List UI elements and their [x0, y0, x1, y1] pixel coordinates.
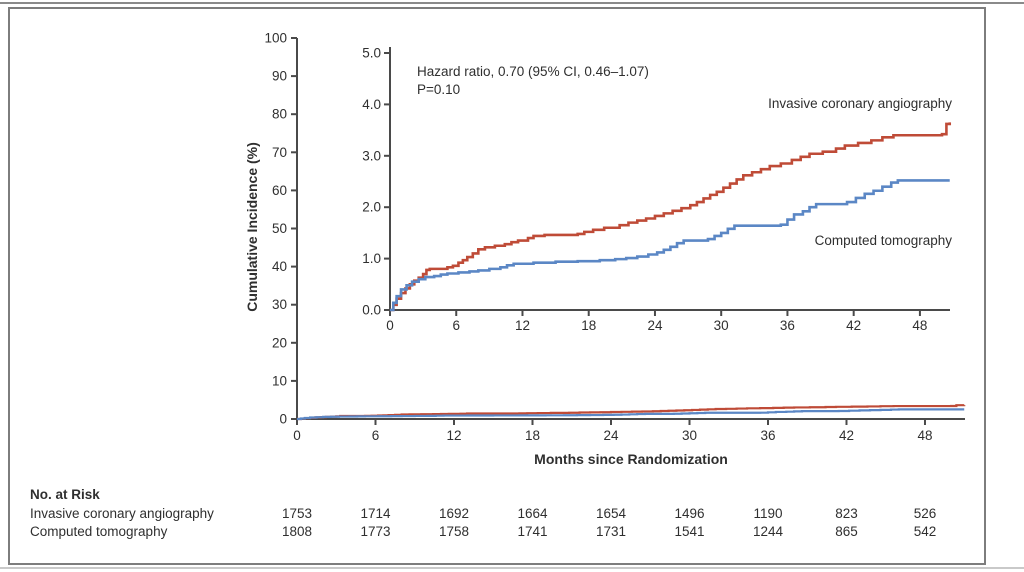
inset-x-tick-label: 24 [647, 318, 663, 333]
inset-x-tick-label: 42 [846, 318, 861, 333]
inset-y-tick-label: 4.0 [362, 97, 381, 112]
main-y-tick-label: 20 [272, 335, 287, 350]
x-axis-title: Months since Randomization [534, 451, 728, 467]
main-x-tick-label: 0 [293, 428, 301, 443]
main-x-tick-label: 6 [372, 428, 380, 443]
risk-value: 1692 [438, 506, 469, 521]
inset-x-tick-label: 0 [386, 318, 394, 333]
inset-y-tick-label: 0.0 [362, 303, 381, 318]
main-x-tick-label: 36 [760, 428, 775, 443]
inset-x-tick-label: 30 [714, 318, 729, 333]
main-y-tick-label: 10 [272, 373, 287, 388]
inset-y-tick-label: 2.0 [362, 200, 381, 215]
risk-value: 1714 [360, 506, 391, 521]
main-y-tick-label: 30 [272, 297, 287, 312]
main-x-tick-label: 18 [525, 428, 540, 443]
main-y-tick-label: 0 [279, 412, 287, 427]
risk-value: 1496 [674, 506, 705, 521]
risk-value: 1541 [674, 524, 705, 539]
label-computed-tomography: Computed tomography [814, 233, 952, 248]
main-y-tick-label: 60 [272, 183, 287, 198]
risk-value: 1773 [360, 524, 391, 539]
risk-value: 823 [835, 506, 858, 521]
inset-y-tick-label: 3.0 [362, 148, 381, 163]
inset-y-tick-label: 5.0 [362, 46, 381, 61]
inset-curve-computed-tomography [390, 179, 950, 312]
inset-x-tick-label: 18 [581, 318, 596, 333]
main-y-tick-label: 80 [272, 107, 287, 122]
inset-x-tick-label: 12 [515, 318, 530, 333]
main-y-tick-label: 90 [272, 69, 287, 84]
risk-row-label-ct: Computed tomography [30, 524, 168, 539]
bottom-divider [0, 567, 1024, 569]
inset-x-tick-label: 6 [452, 318, 460, 333]
main-x-tick-label: 12 [446, 428, 461, 443]
main-x-tick-label: 42 [839, 428, 854, 443]
risk-value: 1731 [595, 524, 626, 539]
top-divider [0, 2, 1024, 4]
main-curve-computed-tomography [297, 408, 965, 421]
main-y-tick-label: 40 [272, 259, 287, 274]
risk-value: 1654 [595, 506, 626, 521]
figure-border-box [8, 7, 986, 565]
label-invasive-coronary-angiography: Invasive coronary angiography [768, 96, 952, 111]
main-x-tick-label: 48 [917, 428, 932, 443]
risk-value: 1244 [752, 524, 783, 539]
main-y-tick-label: 70 [272, 145, 287, 160]
inset-x-tick-label: 36 [780, 318, 795, 333]
risk-value: 526 [913, 506, 937, 521]
risk-row-label-invasive: Invasive coronary angiography [30, 506, 214, 521]
inset-x-tick-label: 48 [912, 318, 927, 333]
main-y-tick-label: 100 [264, 31, 287, 46]
risk-table-header: No. at Risk [30, 487, 100, 502]
risk-value: 1758 [438, 524, 469, 539]
risk-value: 1741 [517, 524, 548, 539]
risk-value: 1664 [517, 506, 548, 521]
inset-y-tick-label: 1.0 [362, 251, 381, 266]
p-value-annotation: P=0.10 [417, 82, 461, 97]
main-x-tick-label: 24 [603, 428, 619, 443]
risk-value: 542 [913, 524, 937, 539]
hazard-ratio-annotation: Hazard ratio, 0.70 (95% CI, 0.46–1.07) [417, 64, 649, 79]
risk-value: 1190 [753, 506, 783, 521]
y-axis-title: Cumulative Incidence (%) [244, 142, 260, 312]
main-x-tick-label: 30 [682, 428, 697, 443]
inset-curve-invasive-coronary-angiography [390, 122, 952, 312]
risk-value: 1808 [281, 524, 313, 539]
risk-value: 1753 [281, 506, 313, 521]
main-y-tick-label: 50 [272, 221, 287, 236]
risk-value: 865 [835, 524, 858, 539]
